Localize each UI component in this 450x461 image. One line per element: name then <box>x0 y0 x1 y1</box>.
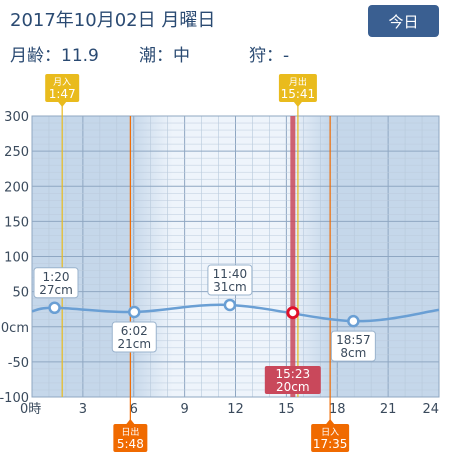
event-tag-label-0: 月入 <box>53 77 71 88</box>
tide-point-1 <box>128 305 141 319</box>
callout-level-2: 31cm <box>213 280 247 294</box>
event-tag-time-0: 1:47 <box>49 87 76 101</box>
callout-box-0 <box>33 267 79 299</box>
callout-level-3: 8cm <box>340 346 366 360</box>
x-tick-label-1: 3 <box>79 402 87 417</box>
current-callout-level: 20cm <box>276 380 310 394</box>
y-tick-label-7: -50 <box>8 356 29 371</box>
event-tag-2 <box>113 424 148 452</box>
current-callout-time: 15:23 <box>276 367 311 381</box>
callout-time-3: 18:57 <box>336 333 371 347</box>
moon-age-info: 月齢：11.9 <box>10 41 99 66</box>
x-tick-label-6: 18 <box>329 402 346 417</box>
callout-time-0: 1:20 <box>43 270 70 284</box>
callout-box-1 <box>111 321 157 353</box>
event-tag-1 <box>278 74 317 102</box>
moon-age-value: 11.9 <box>61 46 99 66</box>
hunt-value: - <box>283 46 290 66</box>
callout-box-2 <box>207 264 253 296</box>
x-tick-label-2: 6 <box>130 402 138 417</box>
tide-point-2 <box>223 298 237 312</box>
tide-value: 中 <box>173 46 190 66</box>
event-tag-pointer-0 <box>58 102 67 107</box>
x-tick-label-7: 21 <box>380 402 397 417</box>
callout-time-2: 11:40 <box>213 267 248 281</box>
x-tick-label-4: 12 <box>227 402 244 417</box>
event-tag-pointer-2 <box>126 419 135 424</box>
tide-label: 潮： <box>139 46 173 66</box>
moon-age-label: 月齢： <box>10 46 61 66</box>
y-tick-label-6: 0cm <box>1 321 29 336</box>
x-tick-label-5: 15 <box>278 402 295 417</box>
event-tag-pointer-3 <box>326 419 335 424</box>
event-tag-label-2: 日出 <box>121 426 139 438</box>
tide-info: 潮：中 <box>139 41 190 66</box>
date-title: 2017年10月02日 月曜日 <box>10 10 216 31</box>
today-button[interactable]: 今日 <box>368 5 439 37</box>
y-tick-label-2: 200 <box>4 180 29 195</box>
event-tag-3 <box>311 424 350 452</box>
current-callout-box <box>264 366 321 394</box>
y-tick-label-4: 100 <box>4 251 29 266</box>
x-tick-label-0: 0時 <box>20 402 41 417</box>
callout-box-3 <box>330 330 376 362</box>
tide-point-0 <box>48 301 61 315</box>
callout-level-0: 27cm <box>39 283 73 297</box>
event-tag-time-2: 5:48 <box>117 437 144 451</box>
x-tick-label-3: 9 <box>180 402 188 417</box>
callout-time-1: 6:02 <box>121 324 148 338</box>
callout-level-1: 21cm <box>117 337 151 351</box>
event-tag-pointer-1 <box>293 102 302 107</box>
y-tick-label-1: 250 <box>4 145 29 160</box>
y-tick-label-8: -100 <box>0 391 29 406</box>
plot-border <box>31 115 440 398</box>
event-tag-time-1: 15:41 <box>281 87 316 101</box>
event-tag-label-1: 月出 <box>289 76 307 88</box>
y-tick-label-3: 150 <box>4 215 29 230</box>
y-tick-label-5: 50 <box>12 286 29 301</box>
current-time-band <box>290 116 296 397</box>
tide-point-3 <box>347 314 360 328</box>
event-tag-time-3: 17:35 <box>313 437 348 451</box>
y-tick-label-0: 300 <box>4 110 29 125</box>
current-point <box>286 306 300 320</box>
event-tag-label-3: 日入 <box>321 427 339 438</box>
x-tick-label-8: 24 <box>422 402 439 417</box>
hunt-info: 狩：- <box>249 41 289 66</box>
hunt-label: 狩： <box>249 46 283 66</box>
event-tag-0 <box>45 74 80 102</box>
